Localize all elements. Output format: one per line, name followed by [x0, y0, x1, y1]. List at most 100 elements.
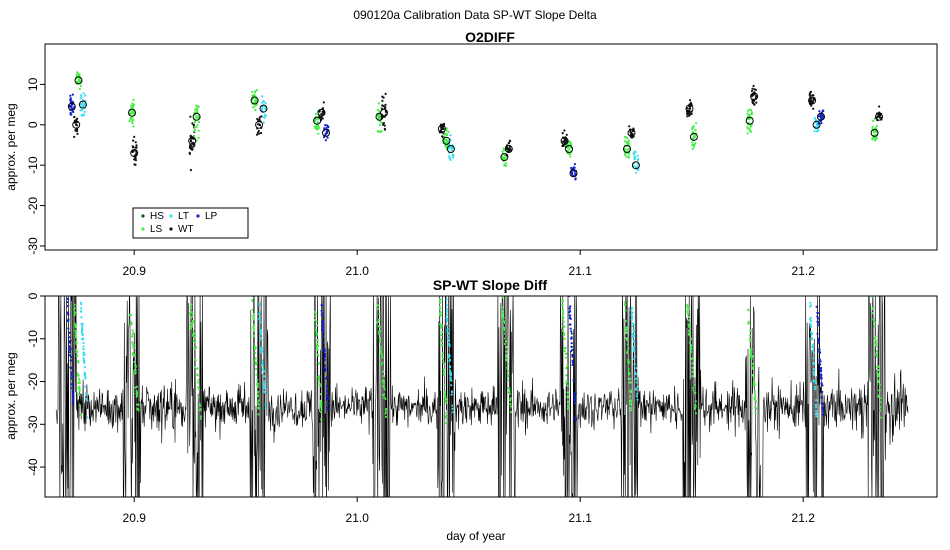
o2diff-point-wt	[131, 145, 134, 148]
slope-diff-cal-point-lt	[811, 343, 815, 346]
o2diff-point-ls	[746, 127, 749, 130]
o2diff-point-ls	[131, 122, 134, 125]
o2diff-point-lp	[817, 115, 821, 118]
slope-diff-cal-point-ls	[318, 376, 321, 379]
slope-diff-cal-point-lt	[809, 304, 813, 307]
slope-diff-cal-point-ls	[561, 315, 565, 318]
o2diff-point-ls	[195, 116, 198, 119]
o2diff-point-ls	[748, 118, 751, 121]
slope-diff-cal-point-lp	[572, 379, 575, 382]
slope-diff-cal-point-lt	[446, 317, 449, 320]
slope-diff-cal-point-lp	[821, 413, 825, 416]
slope-diff-cal-point-ls	[78, 393, 81, 396]
slope-diff-cal-point-ls	[439, 311, 442, 314]
slope-diff-cal-point-ls	[692, 386, 695, 389]
o2diff-point-ls	[197, 136, 200, 140]
slope-diff-cal-point-ls	[316, 338, 319, 341]
slope-diff-cal-point-ls	[192, 329, 195, 333]
o2diff-mean-marker	[250, 96, 259, 105]
slope-diff-cal-point-lp	[816, 311, 819, 314]
o2diff-mean-marker	[875, 112, 883, 121]
o2diff-point-ls	[873, 131, 876, 134]
slope-diff-cal-point-ls	[751, 374, 754, 377]
slope-diff-cal-point-lt	[632, 328, 635, 331]
o2diff-y-axis: -30 -20 -10 0 10	[26, 77, 45, 255]
o2diff-point-lt	[633, 150, 636, 153]
o2diff-mean-marker	[808, 96, 817, 105]
slope-diff-cal-point-lt	[814, 388, 817, 391]
o2diff-point-ls	[750, 111, 753, 114]
slope-diff-cal-point-ls	[501, 310, 504, 313]
o2diff-point-ls	[691, 141, 694, 144]
slope-diff-cal-point-ls	[255, 361, 258, 364]
slope-diff-cal-point-lt	[81, 327, 84, 330]
o2diff-mean-marker	[317, 108, 326, 117]
o2diff-point-ls	[128, 112, 131, 115]
slope-diff-cal-point-lp	[66, 297, 69, 301]
slope-diff-cal-point-ls	[199, 417, 202, 420]
slope-diff-cal-point-lp	[571, 348, 574, 351]
slope-diff-cal-point-ls	[442, 362, 445, 365]
slope-diff-cal-point-ls	[694, 412, 698, 415]
o2diff-point-wt	[134, 163, 137, 166]
slope-diff-cal-point-ls	[190, 322, 193, 325]
o2diff-point-wt	[563, 129, 566, 132]
slope-diff-cal-point-lp	[571, 355, 574, 358]
o2diff-point-wt	[190, 140, 193, 143]
slope-diff-cal-point-ls	[75, 355, 79, 358]
slope-diff-cal-point-lt	[631, 311, 634, 314]
o2diff-point-wt	[561, 140, 564, 143]
slope-diff-cal-point-ls	[444, 399, 447, 402]
o2diff-point-ls	[79, 84, 82, 87]
slope-diff-trace	[55, 296, 909, 497]
slope-diff-cal-point-lt	[82, 341, 85, 344]
slope-diff-cal-point-ls	[382, 370, 385, 373]
slope-diff-cal-point-lt	[260, 346, 263, 350]
o2diff-point-wt	[320, 113, 323, 116]
slope-diff-cal-point-ls	[78, 379, 81, 382]
slope-diff-title: SP-WT Slope Diff	[433, 277, 548, 293]
slope-diff-cal-point-lt	[809, 316, 813, 319]
o2diff-point-wt	[561, 132, 564, 135]
o2diff-point-wt	[812, 98, 815, 101]
o2diff-point-lt	[637, 157, 640, 161]
slope-diff-cal-point-lt	[449, 358, 452, 361]
o2diff-mean-marker	[817, 112, 825, 121]
slope-diff-cal-point-ls	[624, 309, 627, 312]
slope-diff-cal-point-ls	[693, 383, 696, 386]
slope-diff-cal-point-lp	[820, 396, 823, 399]
slope-diff-cal-point-lt	[633, 345, 636, 348]
slope-diff-cal-point-ls	[440, 324, 443, 327]
o2diff-point-lp	[570, 171, 573, 174]
o2diff-point-ls	[503, 164, 506, 167]
slope-diff-cal-point-ls	[629, 399, 632, 402]
slope-diff-cal-point-ls	[688, 341, 691, 344]
slope-diff-cal-point-lt	[446, 324, 449, 327]
o2diff-point-ls	[131, 102, 134, 105]
o2diff-point-wt	[382, 123, 385, 126]
slope-diff-cal-point-ls	[193, 347, 196, 350]
o2diff-point-wt	[76, 132, 79, 135]
slope-diff-cal-point-lp	[822, 410, 825, 413]
slope-diff-cal-point-ls	[73, 307, 76, 310]
o2diff-point-ls	[747, 109, 750, 112]
o2diff-point-ls	[569, 141, 572, 144]
o2diff-point-ls	[253, 105, 256, 108]
slope-diff-cal-point-lt	[447, 356, 450, 359]
slope-diff-cal-point-ls	[252, 329, 255, 333]
o2diff-point-ls	[503, 157, 506, 160]
o2diff-point-lp	[322, 136, 326, 139]
o2diff-point-ls	[254, 108, 257, 112]
slope-diff-panel: SP-WT Slope Diff -40-30-20-100 20.9 21.0 2…	[4, 277, 938, 543]
slope-diff-cal-point-ls	[872, 318, 875, 321]
slope-diff-cal-point-ls	[693, 407, 696, 410]
slope-diff-cal-point-lt	[449, 376, 452, 379]
slope-diff-cal-point-lt	[809, 301, 812, 304]
slope-diff-cal-point-ls	[566, 391, 569, 394]
o2diff-point-lt	[83, 110, 86, 113]
slope-diff-cal-point-lp	[67, 327, 70, 330]
o2diff-point-ls	[377, 102, 380, 105]
o2diff-point-wt	[133, 135, 136, 138]
slope-diff-cal-point-lt	[450, 379, 453, 382]
slope-diff-cal-point-ls	[875, 339, 878, 342]
